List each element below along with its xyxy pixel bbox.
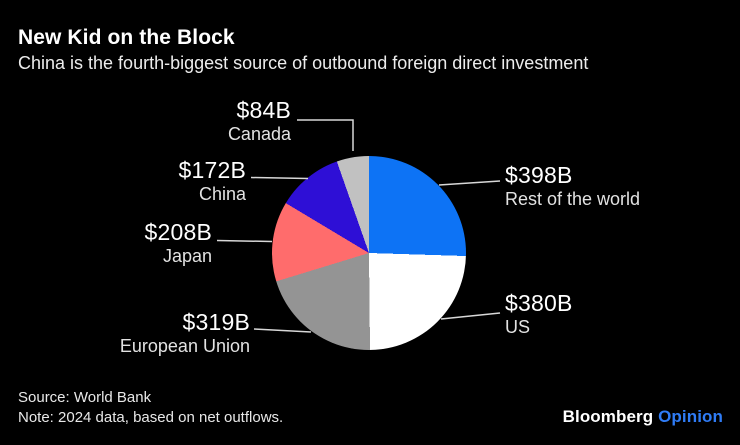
slice-value-china: $172B <box>178 157 246 183</box>
leader-line-china <box>250 176 309 180</box>
slice-name-rest-of-world: Rest of the world <box>505 189 641 209</box>
slice-name-canada: Canada <box>227 124 291 144</box>
leader-line-european-union <box>253 328 312 333</box>
leader-line-us <box>440 312 501 320</box>
slice-value-canada: $84B <box>236 97 291 123</box>
slice-label-china: $172B China <box>178 158 246 205</box>
leader-line-rest-of-world <box>438 180 501 186</box>
note-text: Note: 2024 data, based on net outflows. <box>18 409 284 426</box>
slice-label-us: $380B US <box>505 291 573 338</box>
pie-chart <box>272 156 466 350</box>
slice-value-japan: $208B <box>144 219 212 245</box>
brand-opinion: Opinion <box>658 407 723 426</box>
leader-line-canada <box>297 119 354 151</box>
slice-name-japan: Japan <box>162 246 212 266</box>
slice-label-european-union: $319B European Union <box>120 310 250 357</box>
slice-name-us: US <box>505 317 531 337</box>
brand-logo: Bloomberg Opinion <box>563 407 723 427</box>
brand-bloomberg: Bloomberg <box>562 407 654 426</box>
slice-value-european-union: $319B <box>182 309 250 335</box>
slice-name-china: China <box>198 184 246 204</box>
slice-label-canada: $84B Canada <box>228 98 291 145</box>
slice-name-european-union: European Union <box>119 336 250 356</box>
source-text: Source: World Bank <box>18 389 152 406</box>
slice-value-rest-of-world: $398B <box>505 162 573 188</box>
slice-value-us: $380B <box>505 290 573 316</box>
chart-title: New Kid on the Block <box>18 26 235 49</box>
chart-subtitle: China is the fourth-biggest source of ou… <box>18 53 589 73</box>
slice-label-rest-of-world: $398B Rest of the world <box>505 163 640 210</box>
leader-line-japan <box>216 239 273 243</box>
slice-label-japan: $208B Japan <box>144 220 212 267</box>
